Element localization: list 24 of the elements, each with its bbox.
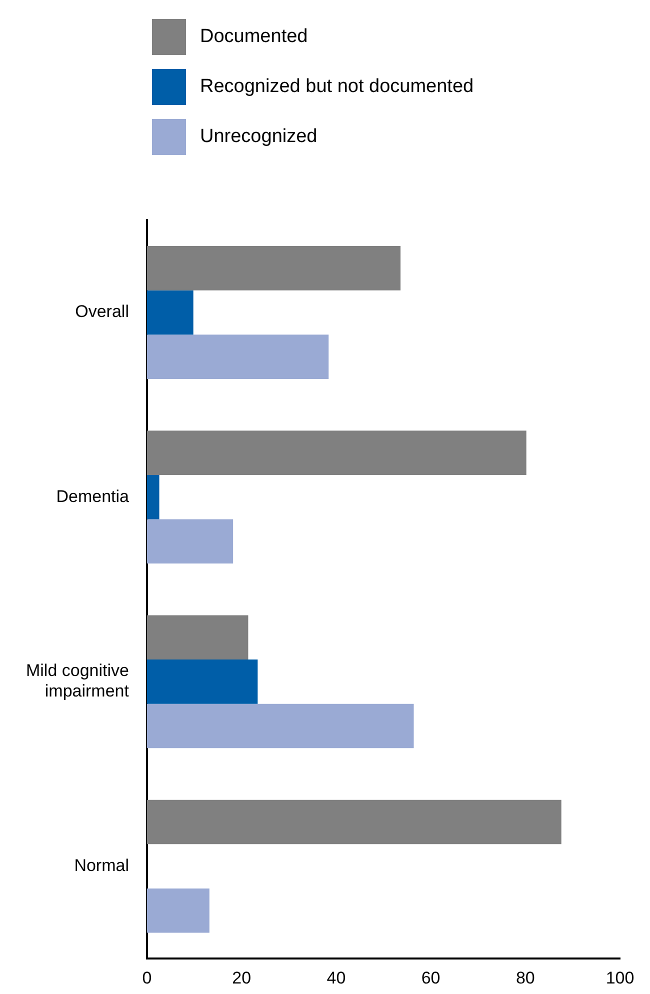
x-tick-label: 0 [142, 968, 152, 988]
bar [146, 246, 401, 290]
bar [146, 334, 329, 379]
bar [146, 800, 562, 844]
x-tick-label: 20 [232, 968, 252, 988]
bar [146, 615, 248, 660]
x-tick-label: 60 [421, 968, 440, 988]
legend-label: Documented [200, 26, 308, 48]
bar [146, 474, 160, 520]
x-tick-label: 100 [606, 968, 634, 988]
legend-label: Unrecognized [200, 126, 318, 148]
bar [146, 430, 526, 475]
bar [146, 888, 210, 933]
bar [146, 290, 194, 335]
y-tick-label: Dementia [56, 486, 130, 506]
bar [146, 519, 234, 564]
x-tick-label: 40 [326, 968, 346, 988]
y-tick-label: Mild cognitive impairment [26, 661, 130, 701]
y-tick-label: Normal [74, 856, 129, 875]
bar [146, 660, 258, 704]
x-tick-label: 80 [516, 968, 535, 988]
legend-label: Recognized but not documented [200, 76, 474, 98]
bar [146, 704, 414, 748]
y-tick-label: Overall [75, 302, 129, 322]
